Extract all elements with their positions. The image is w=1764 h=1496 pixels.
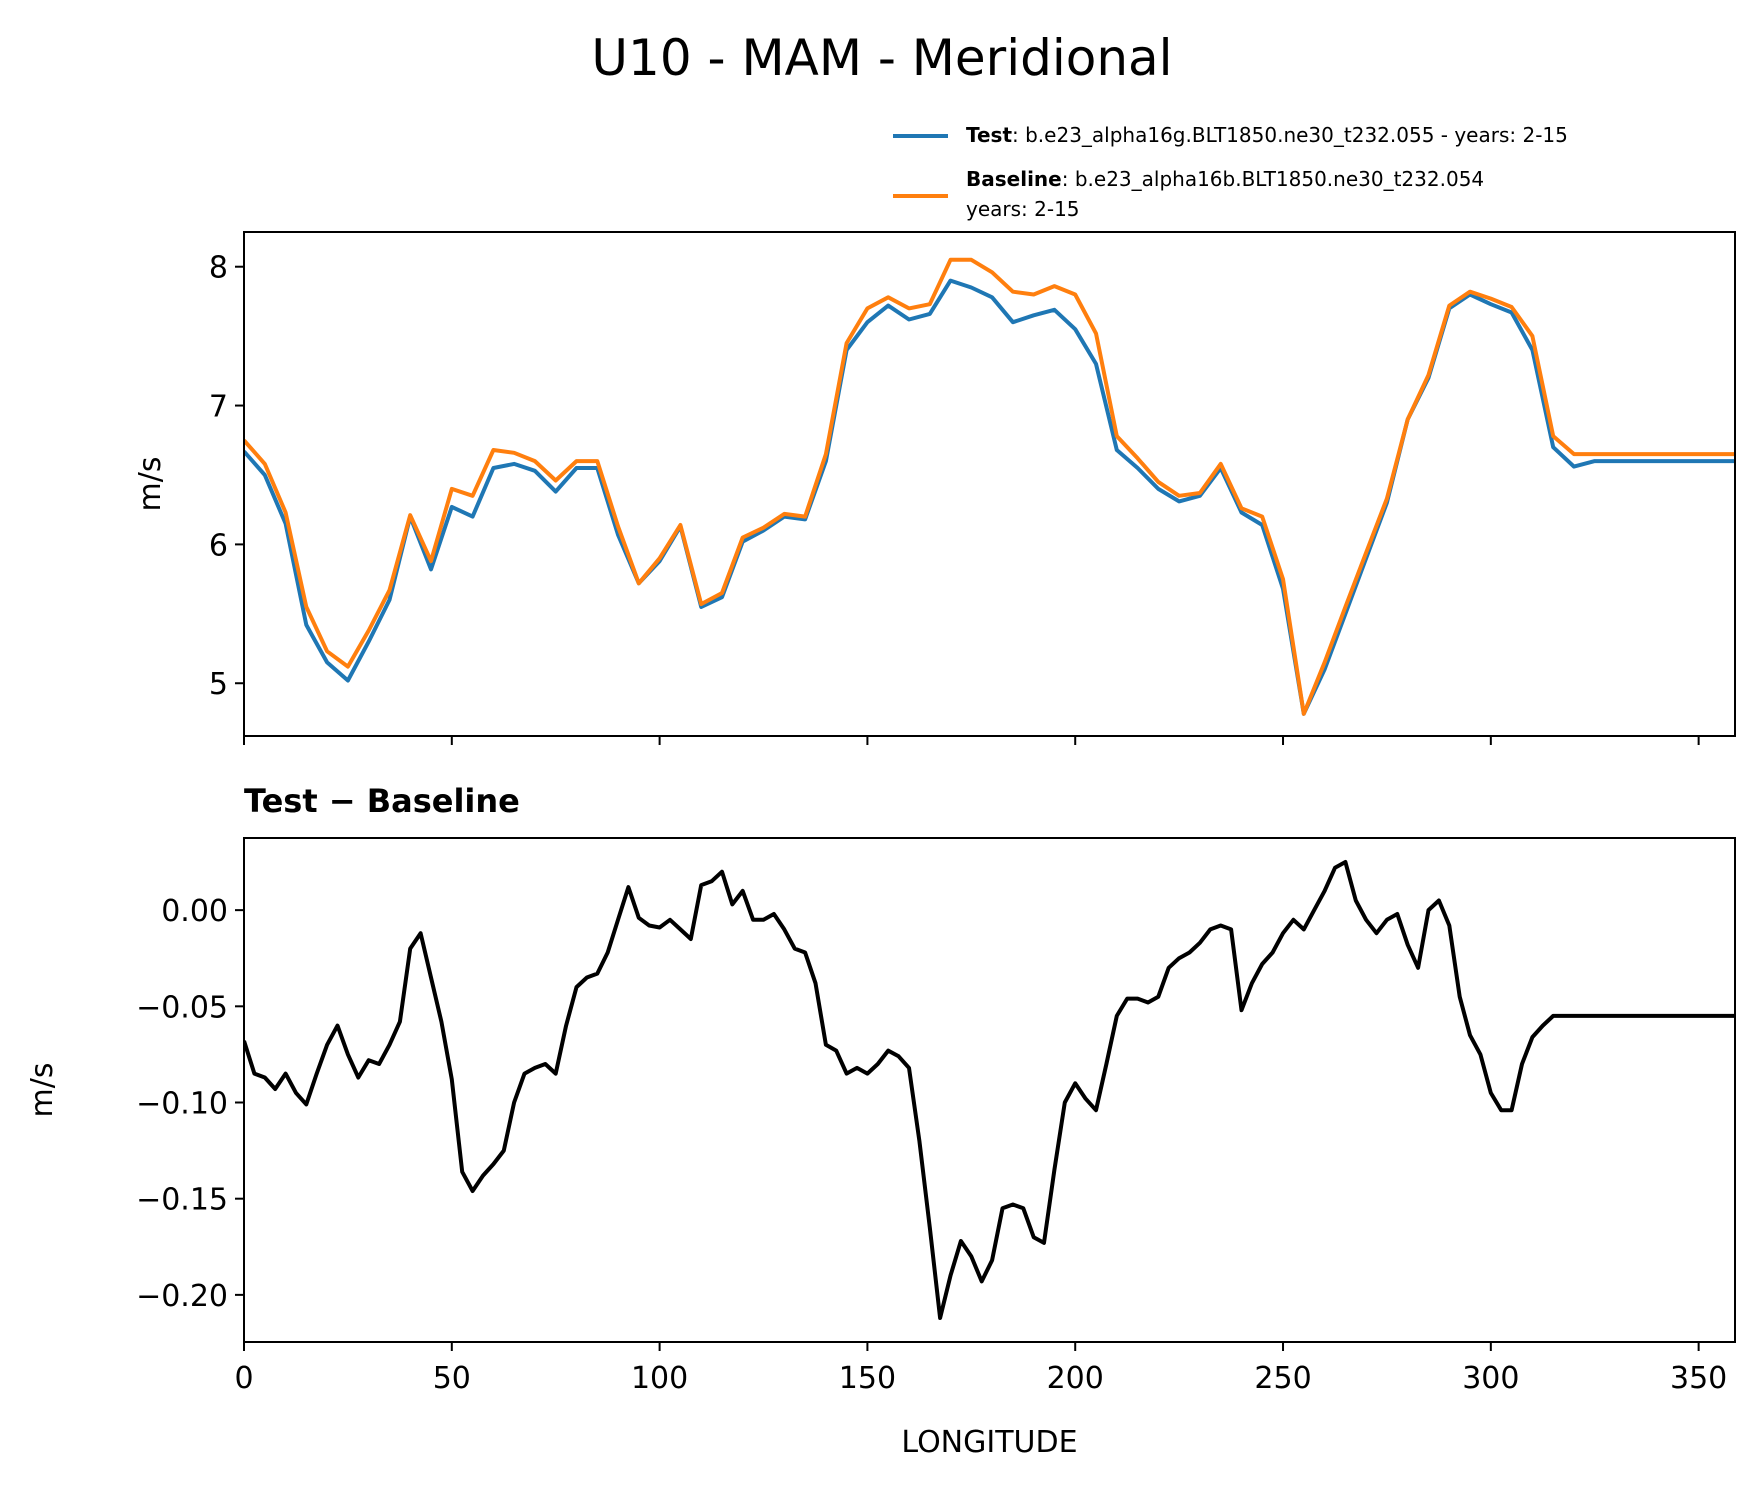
x-tick-label: 350: [1670, 1361, 1727, 1396]
panel-title: Test − Baseline: [244, 782, 520, 820]
y-axis-label: m/s: [133, 457, 168, 512]
x-tick-label: 100: [631, 1361, 688, 1396]
y-tick-label: −0.10: [136, 1087, 228, 1122]
series-line-test-baseline: [244, 860, 1735, 1320]
y-tick-label: −0.20: [136, 1279, 228, 1314]
x-tick-label: 250: [1254, 1361, 1311, 1396]
legend-test: Test: b.e23_alpha16g.BLT1850.ne30_t232.0…: [966, 123, 1568, 147]
legend-baseline-text2: years: 2-15: [966, 197, 1080, 221]
top-panel: 5 6 7 8 m/s: [133, 231, 1736, 745]
x-tick-label: 150: [839, 1361, 896, 1396]
axes-frame: [243, 231, 1736, 737]
y-tick-label: 5: [209, 667, 228, 702]
figure-title: U10 - MAM - Meridional: [591, 29, 1172, 87]
x-axis-label: LONGITUDE: [901, 1425, 1077, 1460]
series-line-test: [244, 278, 1735, 716]
legend-baseline: Baseline: b.e23_alpha16b.BLT1850.ne30_t2…: [966, 167, 1484, 191]
legend-baseline-label: Baseline: [966, 167, 1062, 191]
y-tick-label: 6: [209, 528, 228, 563]
y-tick-label: 8: [209, 251, 228, 286]
x-tick-label: 0: [234, 1361, 253, 1396]
x-tick-label: 50: [433, 1361, 471, 1396]
series-line-baseline: [244, 257, 1735, 716]
bottom-panel: 0.00 −0.05 −0.10 −0.15 −0.20 0 50 100 150 200 250 3…: [25, 782, 1736, 1460]
axes-frame: [243, 837, 1736, 1343]
legend-baseline-text: : b.e23_alpha16b.BLT1850.ne30_t232.054: [1062, 167, 1484, 191]
legend-test-text: : b.e23_alpha16g.BLT1850.ne30_t232.055 -…: [1012, 123, 1568, 147]
y-tick-label: 7: [209, 390, 228, 425]
x-tick-label: 200: [1047, 1361, 1104, 1396]
legend: Test: b.e23_alpha16g.BLT1850.ne30_t232.0…: [893, 123, 1568, 221]
y-tick-label: −0.05: [136, 990, 228, 1025]
y-tick-label: 0.00: [161, 894, 228, 929]
legend-test-label: Test: [966, 123, 1012, 147]
y-tick-label: −0.15: [136, 1183, 228, 1218]
x-tick-label: 300: [1462, 1361, 1519, 1396]
y-axis-label: m/s: [25, 1063, 60, 1118]
